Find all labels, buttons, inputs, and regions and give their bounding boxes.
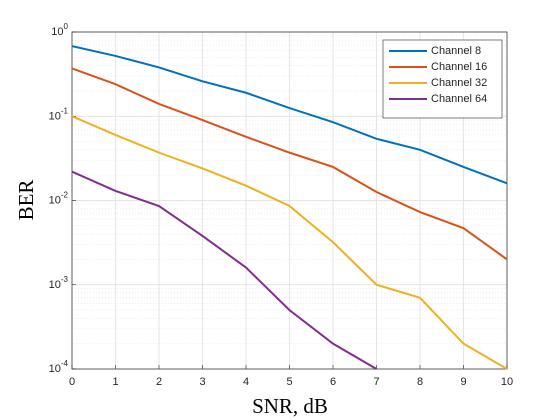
legend-label: Channel 32 bbox=[431, 77, 487, 89]
legend-box bbox=[382, 39, 503, 119]
x-axis-title: SNR, dB bbox=[252, 394, 328, 418]
y-tick-label: 10-2 bbox=[49, 191, 69, 207]
x-tick-label: 3 bbox=[199, 376, 205, 388]
x-tick-label: 0 bbox=[69, 376, 75, 388]
x-tick-label: 2 bbox=[156, 376, 162, 388]
x-tick-label: 4 bbox=[243, 376, 249, 388]
y-tick-label: 100 bbox=[51, 22, 68, 38]
y-tick-label: 10-1 bbox=[49, 106, 69, 122]
x-tick-label: 9 bbox=[460, 376, 466, 388]
plot-frame bbox=[71, 31, 508, 370]
x-tick-label: 10 bbox=[501, 376, 513, 388]
legend-label: Channel 16 bbox=[431, 61, 487, 73]
series-line bbox=[72, 170, 378, 370]
legend-label: Channel 64 bbox=[431, 93, 487, 105]
series-line bbox=[72, 115, 507, 370]
x-tick-label: 8 bbox=[417, 376, 423, 388]
x-tick-label: 5 bbox=[286, 376, 292, 388]
y-tick-label: 10-3 bbox=[49, 275, 69, 291]
x-tick-label: 6 bbox=[330, 376, 336, 388]
y-axis-title: BER bbox=[14, 180, 38, 221]
series-line bbox=[72, 67, 507, 261]
x-tick-label: 7 bbox=[373, 376, 379, 388]
y-tick-label: 10-4 bbox=[49, 359, 69, 375]
legend-label: Channel 8 bbox=[431, 45, 481, 57]
x-tick-label: 1 bbox=[112, 376, 118, 388]
series-line bbox=[72, 45, 507, 185]
